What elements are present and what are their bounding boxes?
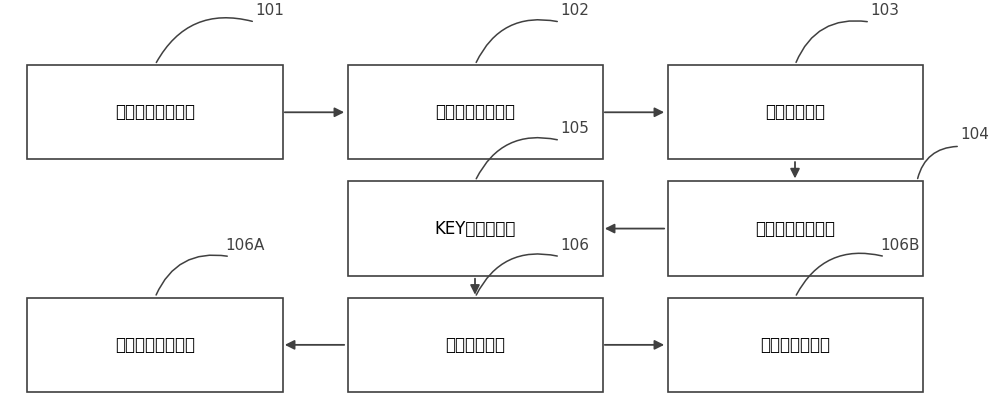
Text: 缓存查找模块: 缓存查找模块 <box>445 336 505 354</box>
Text: 103: 103 <box>870 3 900 18</box>
Text: 网格划分模块: 网格划分模块 <box>765 103 825 121</box>
Text: 101: 101 <box>256 3 284 18</box>
Text: 105: 105 <box>561 122 589 136</box>
Text: 106: 106 <box>560 238 590 253</box>
Text: 网格坐标求解模块: 网格坐标求解模块 <box>755 220 835 237</box>
FancyBboxPatch shape <box>348 181 602 276</box>
FancyBboxPatch shape <box>348 65 602 159</box>
Text: 104: 104 <box>961 128 989 142</box>
FancyBboxPatch shape <box>668 65 922 159</box>
Text: 偏移值缓存模块: 偏移值缓存模块 <box>760 336 830 354</box>
Text: 102: 102 <box>561 3 589 18</box>
FancyBboxPatch shape <box>668 298 922 392</box>
Text: 106A: 106A <box>225 238 265 253</box>
Text: 地理坐标获取模块: 地理坐标获取模块 <box>115 103 195 121</box>
FancyBboxPatch shape <box>27 298 283 392</box>
FancyBboxPatch shape <box>668 181 922 276</box>
FancyBboxPatch shape <box>348 298 602 392</box>
Text: 106B: 106B <box>880 238 920 253</box>
Text: 直角坐标转换模块: 直角坐标转换模块 <box>435 103 515 121</box>
Text: KEY值生成模块: KEY值生成模块 <box>434 220 516 237</box>
Text: 偏移坐标计算模块: 偏移坐标计算模块 <box>115 336 195 354</box>
FancyBboxPatch shape <box>27 65 283 159</box>
